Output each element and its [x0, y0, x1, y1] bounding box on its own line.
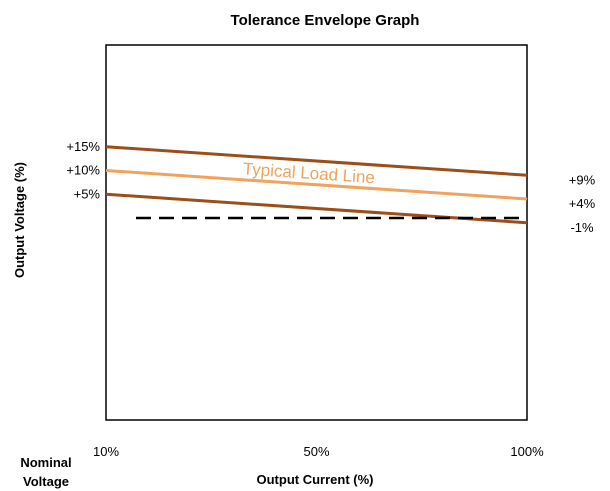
series-line-upper: [105, 145, 528, 177]
start-label-upper: +15%: [66, 139, 100, 154]
y-axis-label: Output Voltage (%): [12, 162, 27, 278]
end-label-typical: +4%: [569, 196, 596, 211]
x-axis-label: Output Current (%): [257, 472, 374, 487]
nominal-label-line2: Voltage: [23, 474, 69, 489]
nominal-label-line1: Nominal: [20, 455, 71, 470]
plot-area: [105, 44, 528, 421]
x-tick-label: 10%: [93, 444, 119, 459]
x-tick-label: 100%: [510, 444, 544, 459]
start-label-lower: +5%: [74, 186, 101, 201]
series-line-typical: [105, 169, 528, 201]
chart-title: Tolerance Envelope Graph: [231, 12, 420, 29]
x-tick-label: 50%: [303, 444, 329, 459]
start-label-typical: +10%: [66, 163, 100, 178]
series-line-lower: [105, 192, 528, 225]
end-label-lower: -1%: [570, 220, 594, 235]
end-label-upper: +9%: [569, 172, 596, 187]
